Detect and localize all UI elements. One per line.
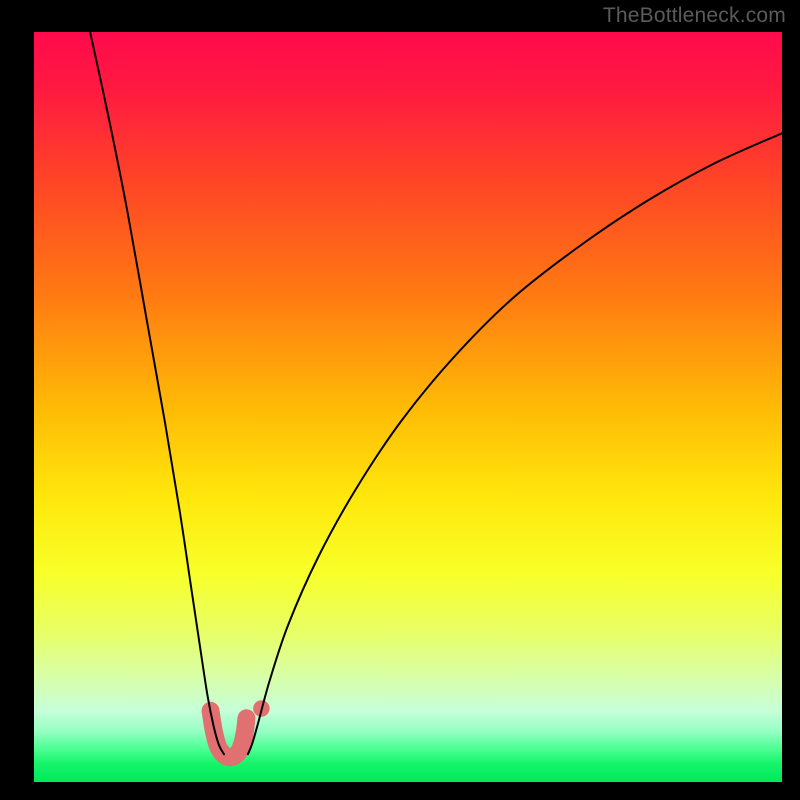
chart-stage: TheBottleneck.com [0, 0, 800, 800]
bottleneck-chart-svg [0, 0, 800, 800]
watermark-text: TheBottleneck.com [603, 4, 786, 28]
plot-area [34, 32, 782, 782]
